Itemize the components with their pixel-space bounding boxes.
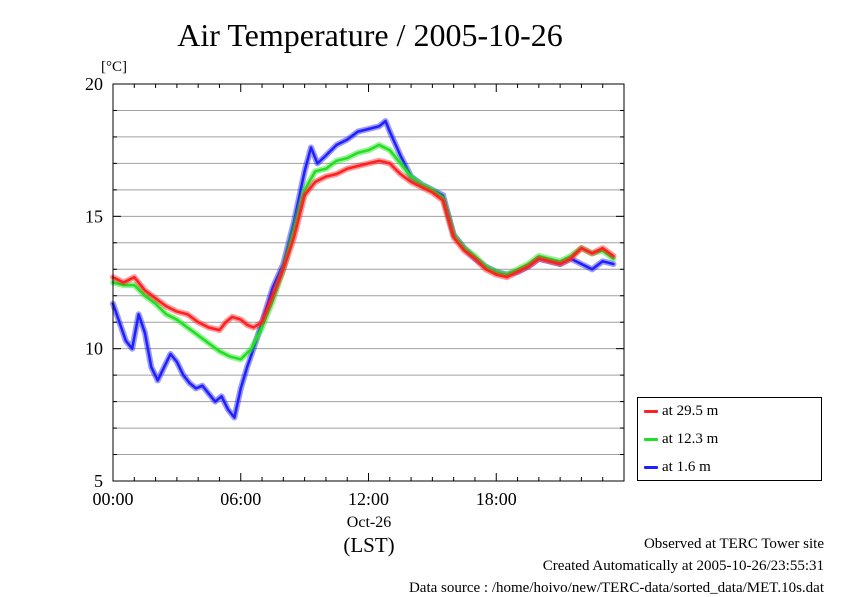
- chart-title: Air Temperature / 2005-10-26: [177, 17, 563, 53]
- footer-created: Created Automatically at 2005-10-26/23:5…: [542, 558, 824, 574]
- legend-label: at 29.5 m: [662, 402, 719, 419]
- x-axis-label: (LST): [343, 533, 394, 557]
- x-tick-label: 18:00: [476, 489, 517, 509]
- footer-source: Data source : /home/hoivo/new/TERC-data/…: [408, 580, 824, 596]
- legend-item-1-6m: at 1.6 m: [644, 456, 711, 478]
- data-series: [110, 118, 617, 421]
- x-tick-label: 00:00: [92, 489, 133, 509]
- y-tick-label: 5: [94, 471, 103, 491]
- legend-item-12-3m: at 12.3 m: [644, 428, 718, 450]
- legend-swatch-blue: [644, 465, 658, 469]
- x-tick-label: 06:00: [220, 489, 261, 509]
- legend-item-29-5m: at 29.5 m: [644, 400, 718, 422]
- y-tick-label: 15: [85, 206, 103, 226]
- legend-label: at 1.6 m: [662, 458, 711, 475]
- axis-ticks: 5 10 15 20 00:00 06:00 12:00 18:00: [85, 74, 625, 509]
- y-tick-label: 10: [85, 339, 103, 359]
- x-date-label: Oct-26: [347, 514, 391, 531]
- footer-observed: Observed at TERC Tower site: [643, 536, 824, 552]
- y-tick-label: 20: [85, 74, 103, 94]
- legend-swatch-green: [644, 437, 658, 441]
- series-line: [111, 143, 615, 361]
- plot-frame: [112, 83, 625, 482]
- series-line-halo: [110, 157, 617, 334]
- legend-label: at 12.3 m: [662, 430, 719, 447]
- y-axis-label: [°C]: [101, 59, 127, 75]
- legend-swatch-red: [644, 409, 658, 413]
- series-line: [111, 159, 615, 332]
- legend: at 29.5 m at 12.3 m at 1.6 m: [637, 397, 822, 481]
- x-tick-label: 12:00: [348, 489, 389, 509]
